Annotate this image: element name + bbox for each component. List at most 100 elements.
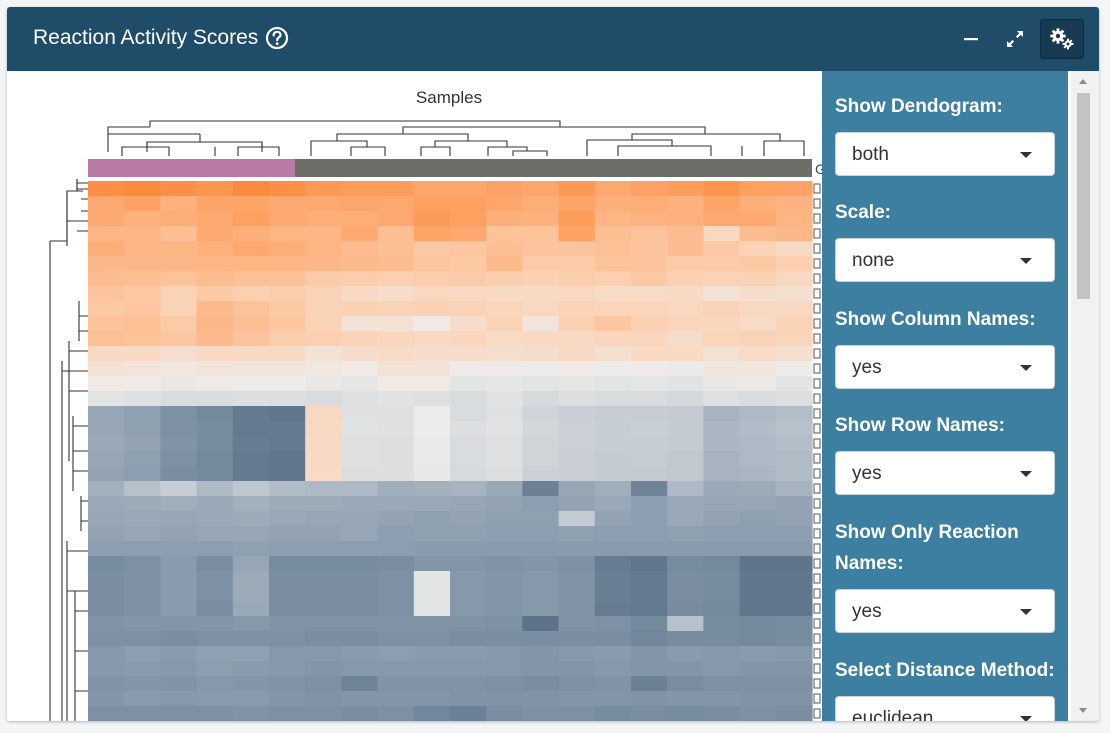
heatmap-cell <box>703 451 741 467</box>
heatmap-cell <box>413 706 451 721</box>
scroll-down-arrow-icon[interactable] <box>1079 708 1087 713</box>
scroll-up-arrow-icon[interactable] <box>1079 79 1087 84</box>
heatmap-cell <box>377 571 415 587</box>
heatmap-cell <box>88 211 125 227</box>
heatmap-cell <box>450 466 487 482</box>
heatmap-cell <box>88 571 125 587</box>
minimize-button[interactable] <box>954 21 988 57</box>
heatmap-cell <box>667 436 704 452</box>
heatmap-cell <box>196 286 234 302</box>
sidebar-toggle-button[interactable] <box>1040 19 1084 59</box>
question-circle-icon[interactable] <box>265 26 289 50</box>
heatmap-cell <box>232 406 270 422</box>
heatmap-cell <box>739 391 777 407</box>
heatmap-cell <box>88 436 125 452</box>
minimize-icon <box>964 38 978 41</box>
heatmap-cell <box>341 496 379 512</box>
column-names-select[interactable]: yes <box>835 345 1055 389</box>
heatmap-cell <box>413 526 451 542</box>
heatmap-cell <box>703 661 741 677</box>
heatmap-cell <box>413 361 451 377</box>
heatmap-cell <box>88 376 125 392</box>
heatmap-cell <box>413 271 451 287</box>
caret-down-icon <box>1020 152 1032 158</box>
heatmap-cell <box>486 481 523 497</box>
box-header: Reaction Activity Scores <box>7 7 1099 71</box>
heatmap-cell <box>522 331 560 347</box>
heatmap-cell <box>196 631 234 647</box>
heatmap-cell <box>377 586 415 602</box>
heatmap-cell <box>558 616 596 632</box>
heatmap-cell <box>450 241 487 257</box>
dendrogram-select[interactable]: both <box>835 132 1055 176</box>
heatmap-cell <box>775 406 813 422</box>
heatmap-cell <box>522 271 560 287</box>
heatmap-cell <box>486 706 523 721</box>
heatmap-cell <box>739 241 777 257</box>
heatmap-cell <box>703 376 741 392</box>
heatmap-cell <box>160 211 198 227</box>
heatmap-cell <box>594 286 632 302</box>
heatmap-cell <box>558 361 596 377</box>
heatmap-cell <box>558 661 596 677</box>
heatmap-cell <box>160 601 198 617</box>
dendrogram-control: Show Dendogram: both <box>835 91 1055 176</box>
heatmap-cell <box>558 571 596 587</box>
heatmap-cell <box>667 601 704 617</box>
row-label-fragment <box>813 333 821 344</box>
heatmap-cell <box>522 631 560 647</box>
heatmap-cell <box>775 601 813 617</box>
heatmap-cell <box>160 406 198 422</box>
heatmap-cell <box>522 586 560 602</box>
heatmap-cell <box>450 406 487 422</box>
heatmap-cell <box>160 481 198 497</box>
heatmap-cell <box>305 571 342 587</box>
heatmap-cell <box>739 661 777 677</box>
heatmap-cell <box>413 466 451 482</box>
heatmap-cell <box>341 271 379 287</box>
heatmap-cell <box>486 301 523 317</box>
reaction-names-select[interactable]: yes <box>835 589 1055 633</box>
heatmap-cell <box>413 436 451 452</box>
heatmap-cell <box>124 511 161 527</box>
heatmap-cell <box>594 496 632 512</box>
heatmap-cell <box>667 346 704 362</box>
heatmap-cell <box>486 496 523 512</box>
heatmap-cell <box>196 271 234 287</box>
heatmap-cell <box>667 241 704 257</box>
heatmap-cell <box>341 661 379 677</box>
heatmap-cell <box>667 616 704 632</box>
heatmap-cell <box>232 226 270 242</box>
heatmap-cell <box>775 451 813 467</box>
heatmap-cell <box>667 466 704 482</box>
scale-select[interactable]: none <box>835 238 1055 282</box>
heatmap-cell <box>486 631 523 647</box>
heatmap-cell <box>269 301 306 317</box>
heatmap-cell <box>558 301 596 317</box>
scrollbar-thumb[interactable] <box>1077 93 1090 299</box>
heatmap-cell <box>594 691 632 707</box>
row-names-select[interactable]: yes <box>835 451 1055 495</box>
heatmap-cell <box>305 691 342 707</box>
heatmap-cell <box>739 406 777 422</box>
heatmap-cell <box>413 451 451 467</box>
heatmap-cell <box>124 451 161 467</box>
heatmap-cell <box>775 361 813 377</box>
heatmap-cell <box>196 556 234 572</box>
heatmap-cell <box>88 616 125 632</box>
heatmap-cell <box>413 676 451 692</box>
heatmap-cell <box>775 466 813 482</box>
sidebar-scrollbar[interactable] <box>1068 71 1099 721</box>
expand-button[interactable] <box>998 21 1032 57</box>
heatmap-cell <box>486 256 523 272</box>
heatmap-cell <box>775 316 813 332</box>
row-label-fragment <box>813 573 821 584</box>
heatmap-cell <box>124 301 161 317</box>
heatmap-cell <box>739 436 777 452</box>
heatmap-cell <box>413 511 451 527</box>
heatmap-cell <box>775 526 813 542</box>
distance-method-select[interactable]: euclidean <box>835 696 1055 721</box>
heatmap-cell <box>558 241 596 257</box>
row-label-fragment <box>813 423 821 434</box>
heatmap-cell <box>667 196 704 212</box>
